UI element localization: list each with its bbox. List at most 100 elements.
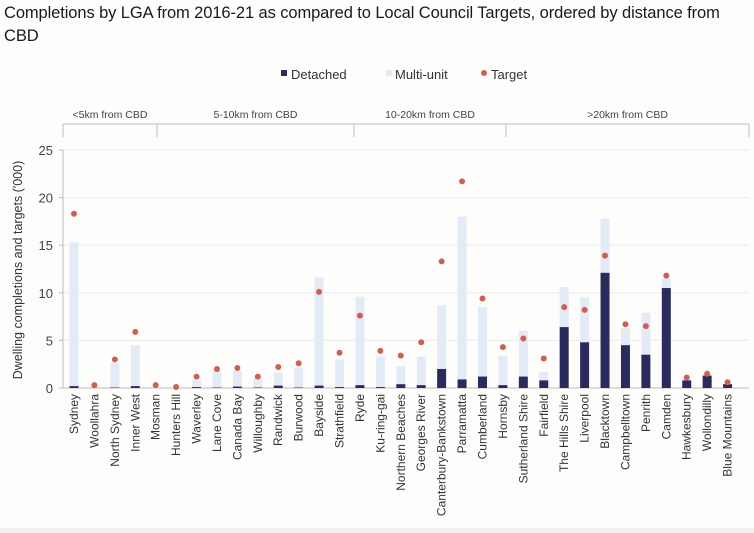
x-tick-label: Burwood	[292, 394, 306, 441]
bar-multi-unit	[477, 307, 487, 377]
target-dot	[683, 374, 690, 381]
x-tick-label: Waverley	[190, 394, 204, 444]
target-dot	[397, 352, 404, 359]
target-dot	[459, 178, 466, 185]
bar-detached	[130, 386, 140, 388]
bar-multi-unit	[335, 359, 345, 388]
target-dot	[152, 382, 159, 389]
target-dot	[602, 252, 609, 259]
group-label: <5km from CBD	[73, 109, 148, 121]
y-tick-label: 25	[39, 143, 53, 158]
bar-multi-unit	[273, 372, 283, 386]
target-dot	[622, 321, 629, 328]
target-dot	[254, 373, 261, 380]
target-dot	[704, 370, 711, 377]
x-tick-label: Inner West	[128, 393, 142, 451]
bar-multi-unit	[294, 368, 304, 388]
target-dot	[132, 328, 139, 335]
target-dot	[663, 272, 670, 279]
bar-multi-unit	[437, 305, 447, 369]
bar-detached	[437, 368, 447, 388]
bar-detached	[232, 386, 242, 388]
distance-groups: <5km from CBD 5-10km from CBD 10-20km from…	[62, 109, 750, 137]
bar-multi-unit	[375, 356, 385, 388]
legend-marker-detached	[281, 70, 287, 76]
target-dot	[377, 347, 384, 354]
legend-label-multi-unit: Multi-unit	[395, 67, 448, 82]
chart-title: Completions by LGA from 2016-21 as compa…	[4, 4, 720, 45]
x-tick-label: Georges River	[414, 394, 428, 471]
x-axis-labels: Sydney Woollahra North Sydney Inner West Mos…	[67, 393, 735, 516]
bar-detached	[498, 385, 508, 388]
bar-multi-unit	[620, 328, 630, 346]
bar-detached	[355, 385, 365, 388]
bar-detached	[620, 345, 630, 388]
bottom-band	[0, 528, 754, 533]
bar-multi-unit	[498, 355, 508, 386]
x-tick-label: North Sydney	[108, 394, 122, 467]
legend-label-detached: Detached	[291, 67, 347, 82]
bar-multi-unit	[457, 216, 467, 380]
bar-multi-unit	[110, 362, 120, 388]
target-dot	[479, 295, 486, 302]
target-dot	[581, 306, 588, 313]
bar-detached	[335, 387, 345, 388]
x-tick-label: Woollahra	[87, 394, 101, 448]
x-tick-label: Wollondilly	[700, 394, 714, 451]
bar-detached	[69, 386, 79, 388]
x-tick-label: Fairfield	[537, 394, 551, 437]
target-dot	[561, 304, 568, 311]
target-dot	[438, 258, 445, 265]
bar-detached	[559, 327, 569, 388]
bar-detached	[661, 288, 671, 388]
target-dot	[173, 384, 180, 391]
x-tick-label: Ryde	[353, 394, 367, 422]
target-dot	[520, 335, 527, 342]
bar-multi-unit	[641, 312, 651, 355]
x-tick-label: Northern Beaches	[394, 394, 408, 491]
y-tick-label: 20	[39, 191, 53, 206]
bar-detached	[375, 387, 385, 388]
bar-detached	[702, 375, 712, 388]
target-dot	[499, 344, 506, 351]
x-tick-label: Bayside	[312, 394, 326, 437]
group-label: 5-10km from CBD	[213, 109, 297, 121]
bar-multi-unit	[416, 356, 426, 386]
bar-detached	[723, 384, 733, 388]
legend-label-target: Target	[491, 67, 528, 82]
y-axis-label: Dwelling completions and targets ('000)	[11, 161, 25, 379]
bar-multi-unit	[130, 345, 140, 387]
target-dot	[91, 382, 98, 389]
target-dot	[356, 312, 363, 319]
bar-detached	[477, 376, 487, 388]
bar-detached	[314, 385, 324, 388]
target-dot	[275, 364, 282, 371]
bar-detached	[273, 385, 283, 388]
bar-detached	[539, 380, 549, 388]
x-tick-label: Mosman	[149, 394, 163, 440]
target-dot	[418, 339, 425, 346]
legend: Detached Multi-unit Target	[281, 67, 528, 82]
bar-detached	[396, 384, 406, 388]
target-dot	[213, 365, 220, 372]
target-dot	[71, 210, 77, 217]
bar-multi-unit	[396, 366, 406, 385]
target-dot	[193, 373, 200, 380]
legend-marker-multi-unit	[386, 70, 392, 76]
gridlines	[63, 149, 749, 341]
target-dot	[642, 323, 649, 330]
target-dot	[336, 349, 343, 356]
y-tick-label: 15	[39, 238, 53, 253]
x-tick-label: Randwick	[271, 393, 285, 446]
x-tick-label: Lane Cove	[210, 394, 224, 452]
y-tick-label: 5	[46, 333, 53, 348]
bar-multi-unit	[580, 297, 590, 343]
x-tick-label: Hawkesbury	[680, 394, 694, 460]
target-dot	[234, 365, 241, 372]
target-dots	[71, 178, 731, 391]
bars	[69, 216, 733, 388]
x-tick-label: Parramatta	[455, 394, 469, 454]
group-label: >20km from CBD	[587, 109, 668, 121]
x-tick-label: Cumberland	[475, 394, 489, 459]
